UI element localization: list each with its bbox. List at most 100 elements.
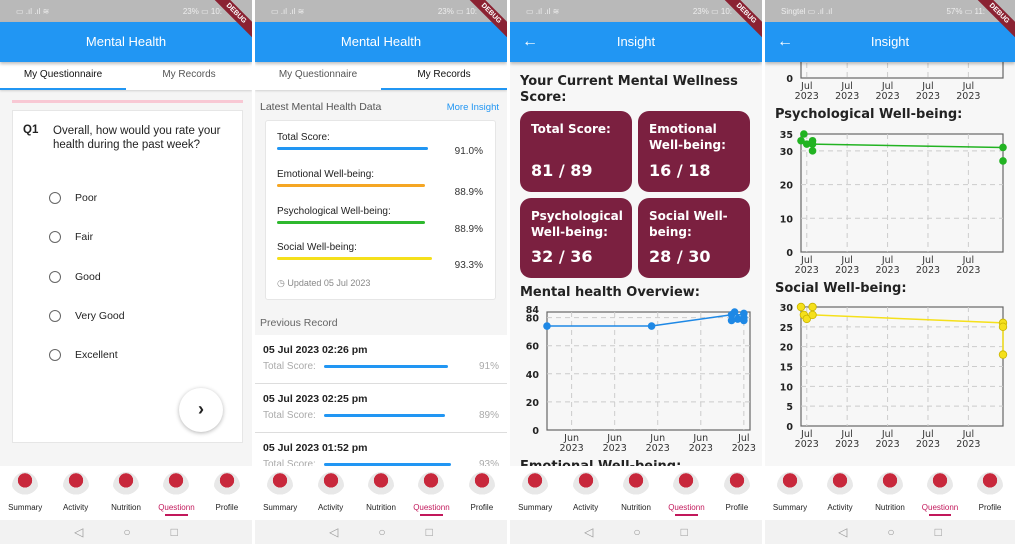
tab-my-records[interactable]: My Records [381, 62, 507, 90]
nav-nutrition[interactable]: Nutrition [865, 466, 915, 520]
nav-nutrition[interactable]: Nutrition [356, 466, 406, 520]
nav-label: Activity [62, 503, 89, 512]
nav-profile[interactable]: Profile [965, 466, 1015, 520]
back-nav-icon[interactable]: ◁ [838, 525, 848, 539]
radio-icon[interactable] [49, 271, 61, 283]
nav-activity[interactable]: Activity [560, 466, 610, 520]
nav-profile[interactable]: Profile [457, 466, 507, 520]
recents-nav-icon[interactable]: □ [934, 525, 942, 539]
social-item: Social Well-being: 93.3% [277, 242, 483, 271]
radio-icon[interactable] [49, 349, 61, 361]
x-tick-label: 2023 [956, 439, 980, 450]
plot-area [546, 311, 751, 431]
back-arrow-icon[interactable]: ← [522, 33, 538, 50]
questionnaire-icon [927, 472, 953, 500]
nav-label: Profile [215, 503, 239, 512]
option-very-good[interactable]: Very Good [49, 310, 125, 322]
nav-profile[interactable]: Profile [712, 466, 762, 520]
nav-label: Activity [827, 503, 853, 512]
nav-questionnaire[interactable]: Questionn [151, 466, 201, 520]
nav-questionnaire[interactable]: Questionn [661, 466, 711, 520]
data-point [730, 308, 739, 316]
recents-nav-icon[interactable]: □ [680, 525, 688, 539]
tab-my-questionnaire[interactable]: My Questionnaire [0, 62, 126, 90]
record-bar [323, 365, 448, 368]
status-icons: ▭ .ıl .ıl ≋ [526, 7, 560, 16]
data-point [999, 143, 1007, 152]
back-nav-icon[interactable]: ◁ [584, 525, 594, 539]
data-point [998, 350, 1008, 359]
option-fair[interactable]: Fair [49, 231, 93, 243]
profile-icon [977, 472, 1003, 500]
total-score-item: Total Score: 91.0% [277, 132, 483, 157]
y-tick-label: 60 [526, 342, 540, 353]
x-tick-label: Jul [962, 429, 974, 440]
x-tick-label: 2023 [956, 265, 980, 276]
score-value: 16 / 18 [649, 161, 711, 180]
status-bar: ▭ .ıl .ıl ≋ 23% ▭ 10: [0, 0, 252, 22]
tab-my-questionnaire[interactable]: My Questionnaire [278, 69, 358, 80]
previous-record-heading: Previous Record [260, 317, 338, 329]
back-nav-icon[interactable]: ◁ [329, 525, 339, 539]
y-tick-label: 0 [786, 422, 793, 433]
updated-label: Updated 05 Jul 2023 [287, 278, 371, 288]
score-label: Total Score: [531, 122, 611, 136]
x-tick-label: 2023 [603, 443, 627, 454]
record-row[interactable]: 05 Jul 2023 02:26 pm Total Score: 91% [255, 335, 507, 384]
status-battery-time: 23% ▭ 10: [692, 7, 732, 16]
option-poor[interactable]: Poor [49, 192, 97, 204]
nav-summary[interactable]: Summary [255, 466, 305, 520]
home-nav-icon[interactable]: ○ [887, 525, 895, 539]
record-bar [323, 463, 451, 466]
y-tick-label: 30 [780, 147, 794, 158]
nav-profile[interactable]: Profile [202, 466, 252, 520]
item-label: Social Well-being: [277, 242, 357, 253]
questionnaire-icon [673, 472, 700, 500]
radio-icon[interactable] [49, 231, 61, 243]
item-value: 93.3% [454, 260, 483, 271]
more-insight-link[interactable]: More Insight [446, 102, 499, 113]
y-tick-label: 15 [780, 363, 793, 374]
score-label: Psychological Well-being: [531, 209, 623, 239]
back-arrow-icon[interactable]: ← [777, 33, 793, 50]
record-row[interactable]: 05 Jul 2023 02:25 pm Total Score: 89% [255, 384, 507, 433]
home-nav-icon[interactable]: ○ [378, 525, 386, 539]
nav-questionnaire[interactable]: Questionn [915, 466, 965, 520]
recents-nav-icon[interactable]: □ [170, 525, 178, 539]
nav-activity[interactable]: Activity [815, 466, 865, 520]
data-point [800, 130, 808, 138]
option-good[interactable]: Good [49, 271, 101, 283]
x-tick-label: 2023 [835, 91, 859, 102]
nav-activity[interactable]: Activity [50, 466, 100, 520]
x-tick-label: 2023 [956, 91, 980, 102]
home-nav-icon[interactable]: ○ [633, 525, 641, 539]
score-label: Social Well-being: [649, 209, 728, 239]
radio-icon[interactable] [49, 192, 61, 204]
back-nav-icon[interactable]: ◁ [74, 525, 84, 539]
nav-activity[interactable]: Activity [305, 466, 355, 520]
status-icons: Singtel ▭ .ıl .ıl [781, 7, 833, 16]
y-tick-label: 5 [786, 402, 793, 413]
nutrition-icon [877, 472, 903, 500]
option-label: Fair [75, 231, 94, 243]
tab-my-records[interactable]: My Records [162, 69, 216, 80]
record-date: 05 Jul 2023 02:26 pm [263, 344, 368, 356]
y-tick-label: 20 [780, 181, 794, 192]
recents-nav-icon[interactable]: □ [425, 525, 433, 539]
option-excellent[interactable]: Excellent [49, 349, 118, 361]
x-tick-label: 2023 [916, 439, 940, 450]
home-nav-icon[interactable]: ○ [123, 525, 131, 539]
radio-icon[interactable] [49, 310, 61, 322]
record-date: 05 Jul 2023 02:25 pm [263, 393, 368, 405]
nav-summary[interactable]: Summary [0, 466, 50, 520]
nav-summary[interactable]: Summary [510, 466, 560, 520]
status-bar: Singtel ▭ .ıl .ıl 57% ▭ 11: [765, 0, 1015, 22]
nav-nutrition[interactable]: Nutrition [611, 466, 661, 520]
nav-summary[interactable]: Summary [765, 466, 815, 520]
x-tick-label: 2023 [875, 265, 899, 276]
nav-label: Profile [470, 503, 494, 512]
next-button[interactable]: › [179, 388, 223, 432]
nav-nutrition[interactable]: Nutrition [101, 466, 151, 520]
nav-label: Profile [725, 503, 749, 512]
nav-questionnaire[interactable]: Questionn [406, 466, 456, 520]
